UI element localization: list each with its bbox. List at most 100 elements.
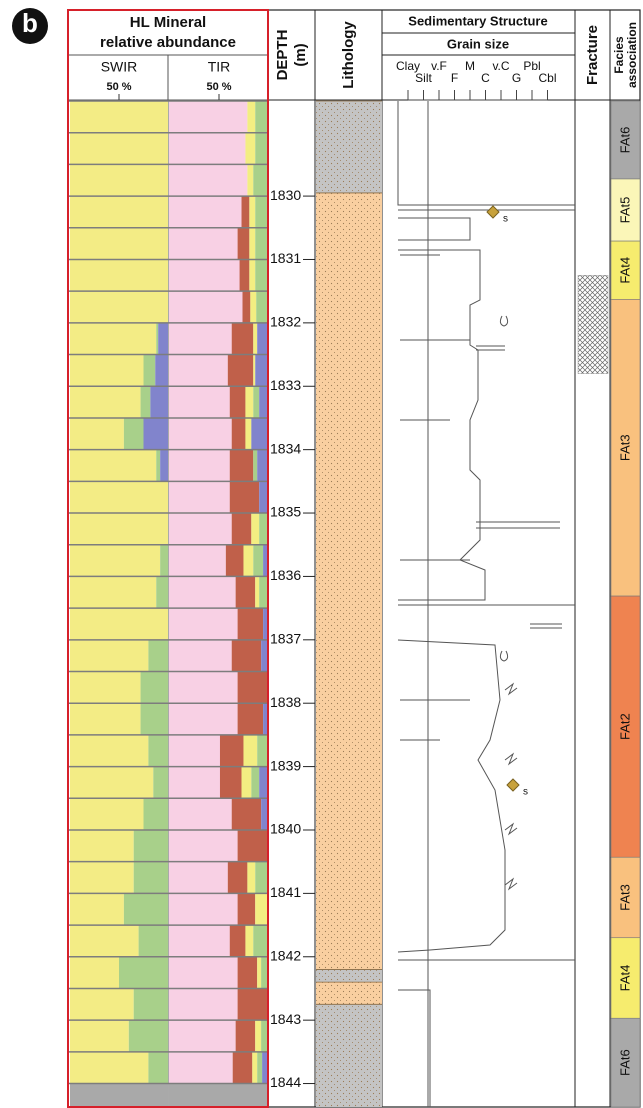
abundance-bar	[169, 227, 238, 260]
abundance-bar	[251, 417, 267, 450]
abundance-bar	[243, 544, 254, 577]
abundance-bar	[257, 449, 267, 482]
abundance-bar	[261, 1020, 267, 1052]
abundance-bar	[263, 608, 267, 640]
depth-tick-label: 1832	[270, 314, 301, 330]
abundance-bar	[169, 513, 232, 545]
abundance-bar	[255, 101, 267, 133]
abundance-bar	[245, 386, 254, 418]
log-body: 1830 1831 1832 1833 1834 1835 1836 1837 1838 1839…	[68, 59, 641, 1108]
abundance-bar	[123, 893, 168, 926]
depth-tick-label: 1831	[270, 250, 301, 266]
sed-title: Sedimentary Structure	[408, 13, 547, 28]
abundance-bar	[123, 417, 144, 450]
abundance-bar	[255, 576, 260, 609]
lithology-texture	[316, 969, 382, 983]
abundance-bar	[169, 417, 232, 450]
abundance-bar	[253, 925, 267, 957]
abundance-bar	[259, 513, 267, 545]
abundance-bar	[156, 449, 161, 482]
abundance-bar	[259, 481, 267, 514]
abundance-bar	[150, 386, 168, 418]
depth-tick-label: 1836	[270, 567, 301, 583]
facies-unit	[610, 937, 641, 1019]
abundance-bar	[253, 386, 260, 418]
grain-class: C	[481, 71, 490, 85]
abundance-bar	[169, 1020, 236, 1052]
abundance-bar	[70, 132, 168, 165]
abundance-bar	[169, 766, 220, 799]
abundance-bar	[256, 291, 267, 323]
abundance-bar	[169, 1051, 233, 1084]
depth-tick-label: 1833	[270, 377, 301, 393]
abundance-bar	[70, 259, 168, 292]
fracture-zone	[577, 275, 609, 374]
abundance-bar	[235, 576, 256, 609]
grain-class: v.C	[492, 59, 509, 73]
mineral-title: HL Mineral	[130, 14, 206, 31]
abundance-bar	[70, 861, 134, 894]
abundance-bar	[261, 639, 267, 672]
abundance-bar	[70, 164, 168, 197]
abundance-bar	[70, 956, 119, 989]
abundance-bar	[70, 417, 124, 450]
swir-tick-label: 50 %	[106, 81, 131, 93]
abundance-bar	[156, 322, 159, 355]
abundance-bar	[70, 608, 168, 640]
sample-marker	[506, 778, 520, 792]
abundance-bar	[237, 703, 264, 735]
abundance-bar	[239, 259, 250, 292]
abundance-bar	[169, 164, 248, 197]
sample-label: s	[523, 787, 528, 798]
abundance-bar	[257, 956, 262, 989]
abundance-bar	[143, 798, 168, 830]
abundance-bar	[237, 829, 267, 862]
abundance-bar	[251, 766, 260, 799]
abundance-bar	[237, 671, 267, 704]
abundance-bar	[70, 481, 168, 514]
abundance-bar	[70, 449, 157, 482]
facies-name: FAt6	[617, 127, 632, 154]
abundance-bar	[253, 322, 258, 355]
abundance-bar	[70, 893, 124, 926]
depth-tick-label: 1840	[270, 821, 301, 837]
abundance-bar	[133, 829, 168, 862]
abundance-bar	[169, 893, 238, 926]
abundance-bar	[237, 988, 267, 1021]
abundance-bar	[169, 925, 230, 957]
abundance-bar	[255, 132, 267, 165]
abundance-bar	[138, 925, 168, 957]
grain-class: Pbl	[523, 59, 540, 73]
swir-label: SWIR	[101, 59, 138, 75]
abundance-bar	[148, 1051, 168, 1084]
abundance-bar	[169, 829, 238, 862]
abundance-bar	[255, 354, 267, 387]
facies-name: FAt6	[617, 1049, 632, 1076]
abundance-bar	[169, 861, 228, 894]
abundance-bar	[227, 861, 248, 894]
below-data	[70, 1083, 168, 1107]
depth-tick-label: 1839	[270, 757, 301, 773]
abundance-bar	[237, 956, 258, 989]
abundance-bar	[70, 227, 168, 260]
facies-unit	[610, 178, 641, 242]
abundance-bar	[169, 639, 232, 672]
abundance-bar	[70, 798, 144, 830]
facies-label: Facies	[612, 36, 626, 74]
abundance-bar	[153, 766, 168, 799]
abundance-bar	[70, 766, 154, 799]
abundance-bar	[255, 196, 267, 228]
abundance-bar	[231, 639, 262, 672]
lithology-texture	[316, 1004, 382, 1107]
abundance-bar	[70, 1051, 149, 1084]
abundance-bar	[155, 354, 168, 387]
abundance-bar	[263, 703, 267, 735]
facies-unit	[610, 100, 641, 180]
depth-tick-label: 1835	[270, 504, 301, 520]
abundance-bar	[133, 988, 168, 1021]
abundance-bar	[119, 956, 168, 989]
abundance-bar	[231, 322, 254, 355]
abundance-bar	[140, 671, 168, 704]
sample-marker	[486, 205, 500, 219]
